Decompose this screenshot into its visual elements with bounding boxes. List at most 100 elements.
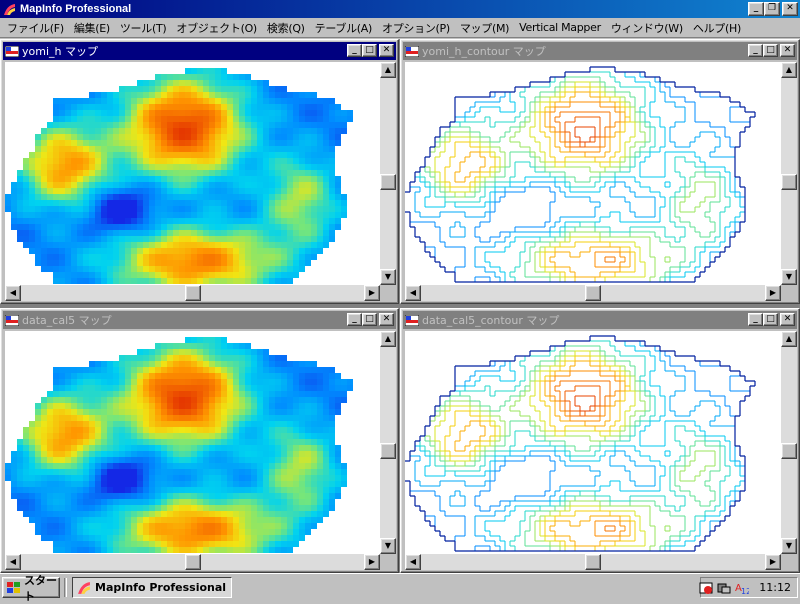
menu-item[interactable]: ツール(T) — [119, 21, 167, 35]
menu-item[interactable]: テーブル(A) — [314, 21, 373, 35]
close-button[interactable]: ✕ — [780, 44, 795, 57]
close-button[interactable]: ✕ — [780, 313, 795, 326]
minimize-button[interactable]: _ — [748, 2, 764, 16]
svg-text:12: 12 — [741, 587, 749, 595]
scroll-down-button[interactable]: ▼ — [781, 538, 797, 554]
maximize-button[interactable]: □ — [763, 44, 778, 57]
schedule-icon[interactable] — [699, 581, 713, 595]
vertical-scrollbar[interactable]: ▲ ▼ — [781, 331, 797, 554]
vertical-scrollbar[interactable]: ▲ ▼ — [781, 62, 797, 285]
scroll-left-button[interactable]: ◀ — [405, 285, 421, 301]
mdi-client-area: yomi_h マップ _ □ ✕ ▲ ▼ ◀ ▶ yomi_h_contour マップ _ □ ✕ ▲ ▼… — [0, 39, 800, 573]
taskbar-separator — [64, 578, 67, 597]
scroll-right-button[interactable]: ▶ — [364, 554, 380, 570]
scroll-up-button[interactable]: ▲ — [781, 62, 797, 78]
scroll-thumb[interactable] — [380, 443, 396, 459]
map-window-title: data_cal5_contour マップ — [422, 314, 560, 327]
map-canvas — [405, 335, 756, 552]
scroll-down-button[interactable]: ▼ — [380, 538, 396, 554]
scroll-down-button[interactable]: ▼ — [781, 269, 797, 285]
map-canvas — [405, 66, 756, 283]
map-window-icon — [4, 314, 20, 326]
app-title-bar[interactable]: MapInfo Professional _ ❐ ✕ — [0, 0, 800, 18]
taskbar-app-label: MapInfo Professional — [95, 581, 227, 594]
restore-button[interactable]: ❐ — [764, 2, 780, 16]
scroll-thumb[interactable] — [585, 285, 601, 301]
minimize-button[interactable]: _ — [748, 44, 763, 57]
menu-item[interactable]: マップ(M) — [459, 21, 510, 35]
scroll-thumb[interactable] — [185, 285, 201, 301]
menu-item[interactable]: オプション(P) — [382, 21, 450, 35]
size-grip[interactable] — [781, 554, 797, 570]
map-window[interactable]: data_cal5 マップ _ □ ✕ ▲ ▼ ◀ ▶ — [0, 308, 399, 573]
scroll-thumb[interactable] — [585, 554, 601, 570]
scroll-left-button[interactable]: ◀ — [5, 285, 21, 301]
horizontal-scrollbar[interactable]: ◀ ▶ — [405, 554, 781, 570]
taskbar: スタート MapInfo Professional A 12 11:12 — [0, 573, 800, 603]
minimize-button[interactable]: _ — [748, 313, 763, 326]
ime-icon[interactable]: A 12 — [735, 581, 751, 596]
close-button[interactable]: ✕ — [379, 313, 394, 326]
taskbar-app-button[interactable]: MapInfo Professional — [72, 577, 232, 598]
app-title: MapInfo Professional — [20, 3, 132, 15]
scroll-right-button[interactable]: ▶ — [765, 554, 781, 570]
contour-map[interactable] — [405, 62, 781, 285]
scroll-thumb[interactable] — [185, 554, 201, 570]
menu-item[interactable]: 編集(E) — [73, 21, 110, 35]
scroll-thumb[interactable] — [380, 174, 396, 190]
scroll-thumb[interactable] — [781, 174, 797, 190]
menu-item[interactable]: ヘルプ(H) — [692, 21, 741, 35]
start-label: スタート — [24, 573, 57, 603]
clock: 11:12 — [759, 581, 791, 594]
scroll-thumb[interactable] — [781, 443, 797, 459]
menu-item[interactable]: Vertical Mapper — [519, 21, 601, 34]
map-window-title: data_cal5 マップ — [22, 314, 112, 327]
menu-item[interactable]: オブジェクト(O) — [176, 21, 257, 35]
minimize-button[interactable]: _ — [347, 313, 362, 326]
maximize-button[interactable]: □ — [362, 313, 377, 326]
scroll-left-button[interactable]: ◀ — [405, 554, 421, 570]
scroll-right-button[interactable]: ▶ — [364, 285, 380, 301]
maximize-button[interactable]: □ — [362, 44, 377, 57]
map-window-title-bar[interactable]: data_cal5_contour マップ _ □ ✕ — [403, 311, 797, 329]
elevation-raster-map[interactable] — [5, 62, 380, 285]
size-grip[interactable] — [380, 554, 396, 570]
close-button[interactable]: ✕ — [379, 44, 394, 57]
horizontal-scrollbar[interactable]: ◀ ▶ — [5, 554, 380, 570]
minimize-button[interactable]: _ — [347, 44, 362, 57]
mapinfo-logo-icon — [77, 581, 91, 595]
menu-item[interactable]: ファイル(F) — [7, 21, 64, 35]
scroll-up-button[interactable]: ▲ — [380, 331, 396, 347]
size-grip[interactable] — [781, 285, 797, 301]
system-tray: A 12 11:12 — [699, 577, 798, 598]
vertical-scrollbar[interactable]: ▲ ▼ — [380, 62, 396, 285]
start-button[interactable]: スタート — [2, 574, 60, 603]
scroll-up-button[interactable]: ▲ — [781, 331, 797, 347]
elevation-raster-map[interactable] — [5, 331, 380, 554]
maximize-button[interactable]: □ — [763, 313, 778, 326]
scroll-left-button[interactable]: ◀ — [5, 554, 21, 570]
size-grip[interactable] — [380, 285, 396, 301]
horizontal-scrollbar[interactable]: ◀ ▶ — [405, 285, 781, 301]
scroll-up-button[interactable]: ▲ — [380, 62, 396, 78]
svg-text:A: A — [735, 583, 742, 594]
scroll-right-button[interactable]: ▶ — [765, 285, 781, 301]
menu-item[interactable]: 検索(Q) — [266, 21, 305, 35]
contour-map[interactable] — [405, 331, 781, 554]
menu-bar: ファイル(F) 編集(E) ツール(T) オブジェクト(O) 検索(Q) テーブル(A) オ… — [0, 18, 800, 38]
horizontal-scrollbar[interactable]: ◀ ▶ — [5, 285, 380, 301]
vertical-scrollbar[interactable]: ▲ ▼ — [380, 331, 396, 554]
close-button[interactable]: ✕ — [782, 2, 798, 16]
network-icon[interactable] — [717, 581, 731, 595]
menu-item[interactable]: ウィンドウ(W) — [610, 21, 683, 35]
map-window[interactable]: yomi_h マップ _ □ ✕ ▲ ▼ ◀ ▶ — [0, 39, 399, 304]
map-window-title-bar[interactable]: data_cal5 マップ _ □ ✕ — [3, 311, 396, 329]
map-window-icon — [4, 45, 20, 57]
mapinfo-logo-icon — [3, 3, 16, 16]
map-window-title-bar[interactable]: yomi_h マップ _ □ ✕ — [3, 42, 396, 60]
map-window[interactable]: yomi_h_contour マップ _ □ ✕ ▲ ▼ ◀ ▶ — [400, 39, 800, 304]
map-window[interactable]: data_cal5_contour マップ _ □ ✕ ▲ ▼ ◀ ▶ — [400, 308, 800, 573]
map-window-title-bar[interactable]: yomi_h_contour マップ _ □ ✕ — [403, 42, 797, 60]
map-canvas — [5, 68, 353, 284]
scroll-down-button[interactable]: ▼ — [380, 269, 396, 285]
